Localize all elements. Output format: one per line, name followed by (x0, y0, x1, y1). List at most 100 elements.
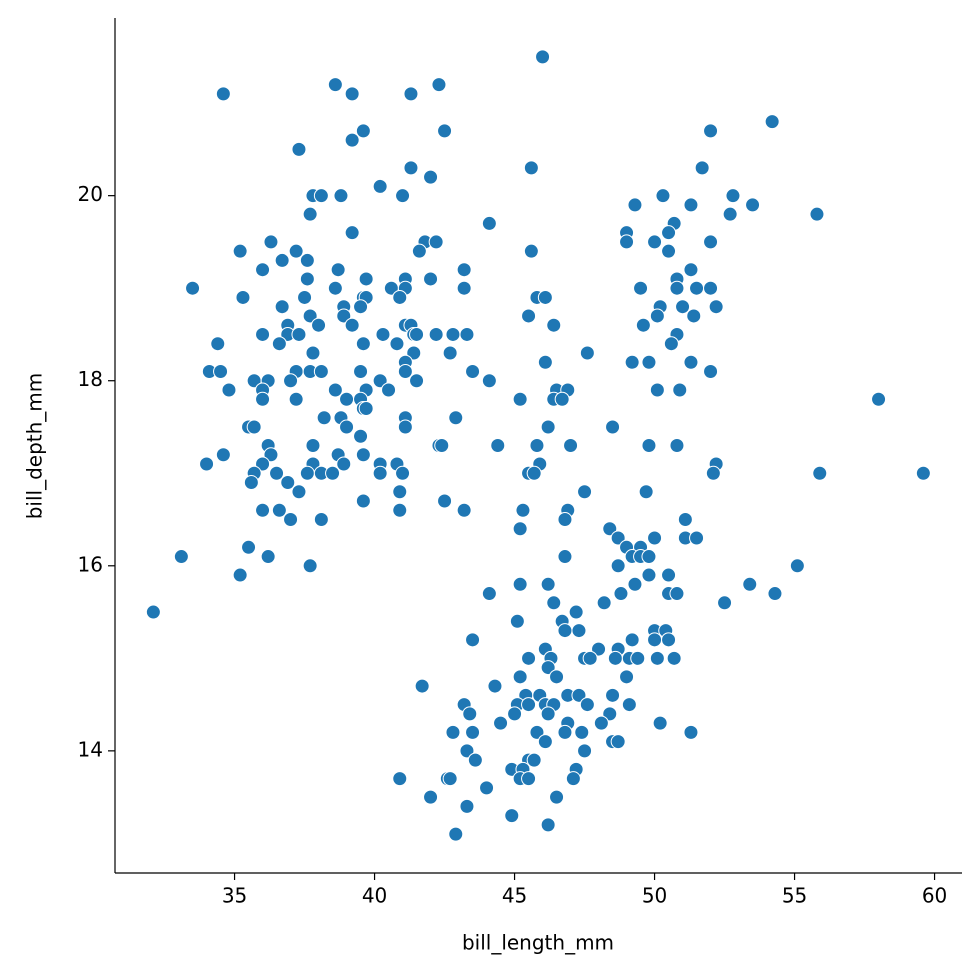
point (812, 465, 828, 481)
point (672, 382, 688, 398)
point (434, 438, 450, 453)
point (607, 650, 623, 666)
point (241, 539, 257, 555)
point (199, 456, 215, 472)
point (375, 326, 391, 342)
point (708, 299, 724, 315)
point (437, 123, 453, 139)
point (683, 354, 699, 370)
point (521, 771, 537, 787)
point (255, 391, 271, 407)
point (355, 336, 371, 352)
y-tick-label: 16 (78, 552, 103, 576)
x-tick-label: 50 (642, 884, 667, 908)
point (448, 826, 464, 842)
point (302, 308, 318, 324)
point (725, 188, 741, 204)
point (767, 586, 783, 602)
point (445, 326, 461, 342)
point (540, 706, 556, 722)
point (512, 576, 528, 592)
point (610, 530, 626, 546)
point (661, 225, 677, 241)
point (333, 188, 349, 204)
point (255, 262, 271, 278)
point (302, 558, 318, 574)
point (602, 521, 618, 537)
point (649, 382, 665, 398)
point (549, 669, 565, 685)
point (577, 743, 593, 759)
point (260, 549, 276, 565)
point (624, 354, 640, 370)
point (689, 280, 705, 296)
point (557, 512, 573, 528)
point (669, 586, 685, 602)
point (481, 373, 497, 389)
point (515, 502, 531, 518)
point (243, 475, 259, 491)
point (490, 438, 506, 453)
point (423, 169, 439, 185)
point (448, 410, 464, 426)
point (666, 650, 682, 666)
point (381, 382, 397, 398)
point (479, 780, 495, 796)
point (414, 678, 430, 694)
point (255, 502, 271, 518)
point (428, 326, 444, 342)
point (493, 715, 509, 731)
point (481, 215, 497, 231)
point (669, 438, 685, 453)
point (641, 567, 657, 583)
point (313, 363, 329, 379)
point (537, 289, 553, 305)
point (395, 465, 411, 481)
point (610, 558, 626, 574)
point (546, 317, 562, 333)
point (722, 206, 738, 222)
point (459, 743, 475, 759)
point (459, 326, 475, 342)
point (557, 549, 573, 565)
point (591, 641, 607, 657)
point (717, 595, 733, 611)
point (291, 141, 307, 157)
point (627, 197, 643, 213)
point (537, 734, 553, 750)
point (549, 789, 565, 805)
point (291, 484, 307, 500)
point (571, 687, 587, 703)
point (263, 447, 279, 463)
point (431, 77, 447, 93)
point (633, 280, 649, 296)
point (619, 669, 635, 685)
point (311, 317, 327, 333)
point (403, 86, 419, 102)
point (344, 317, 360, 333)
point (563, 438, 579, 453)
point (330, 262, 346, 278)
point (185, 280, 201, 296)
point (683, 262, 699, 278)
point (353, 428, 369, 444)
point (372, 178, 388, 194)
point (521, 697, 537, 713)
point (521, 650, 537, 666)
point (593, 715, 609, 731)
x-tick-label: 35 (222, 884, 247, 908)
point (145, 604, 161, 620)
point (327, 382, 343, 398)
point (445, 724, 461, 740)
point (395, 188, 411, 204)
point (355, 493, 371, 509)
point (305, 438, 321, 453)
point (529, 438, 545, 453)
point (627, 576, 643, 592)
point (465, 632, 481, 648)
point (411, 243, 427, 259)
point (232, 243, 248, 259)
point (526, 752, 542, 768)
point (523, 160, 539, 176)
